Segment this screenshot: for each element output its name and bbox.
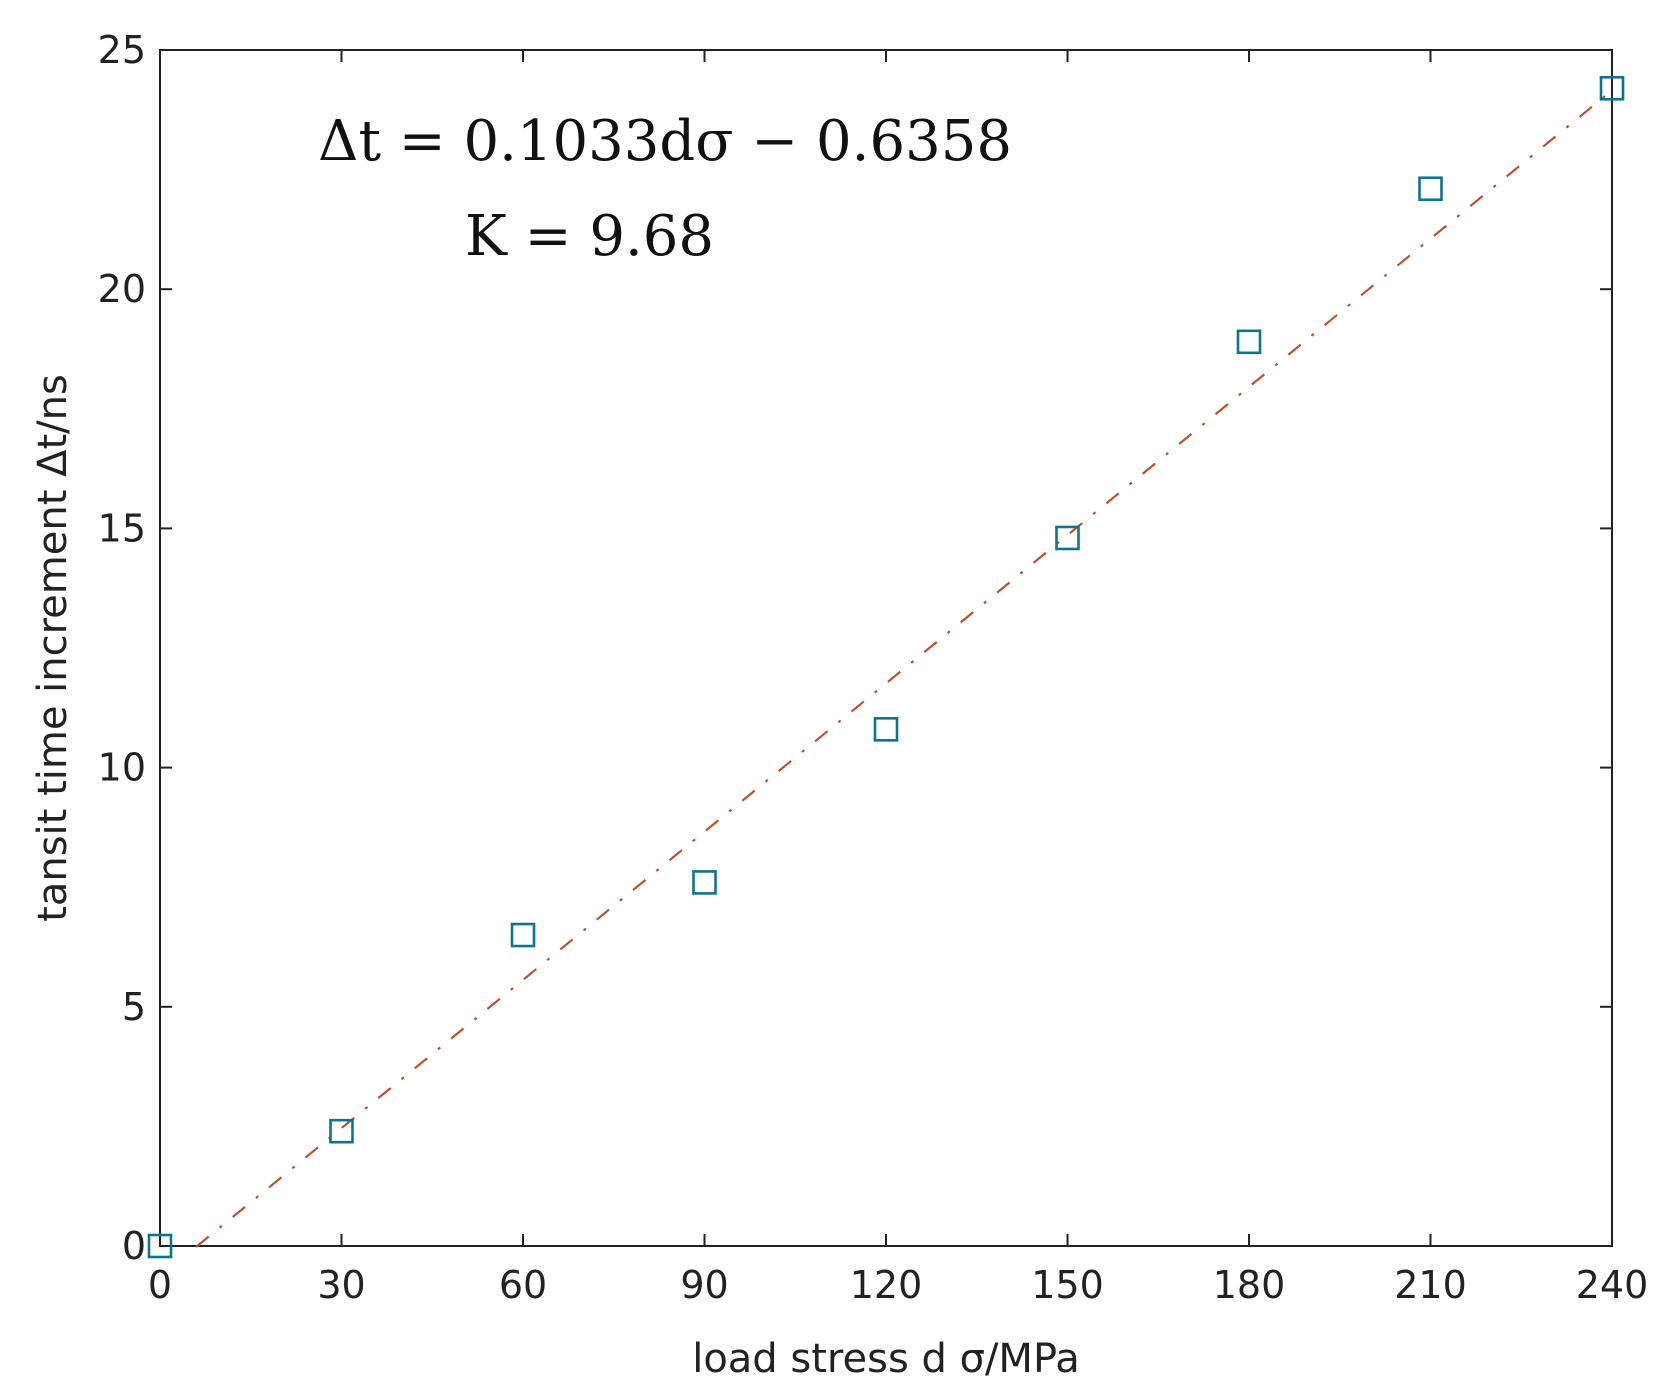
x-axis-label: load stress d σ/MPa — [692, 1336, 1080, 1382]
data-point — [873, 717, 899, 742]
data-point — [510, 922, 536, 948]
x-tick-label: 120 — [850, 1263, 923, 1307]
points-layer — [147, 75, 1625, 1259]
plot-frame — [159, 49, 1613, 1247]
data-point — [147, 1233, 173, 1259]
data-point — [692, 870, 717, 895]
x-tick-label: 150 — [1031, 1263, 1104, 1307]
data-point — [1418, 176, 1443, 202]
y-axis-label: tansit time increment Δt/ns — [30, 374, 76, 922]
x-tick-label: 180 — [1213, 1263, 1286, 1307]
fit-line-layer — [195, 89, 1613, 1248]
annotation-equation: Δt = 0.1033dσ − 0.6358 — [318, 109, 1012, 174]
y-tick-label: 0 — [122, 1224, 146, 1268]
x-tick-label: 60 — [499, 1263, 547, 1307]
y-tick-label: 10 — [98, 746, 146, 790]
x-tick-label: 90 — [680, 1263, 728, 1307]
data-point — [1055, 525, 1080, 551]
x-tick-label: 30 — [317, 1263, 365, 1307]
x-tick-label: 0 — [148, 1263, 172, 1307]
data-point — [1236, 329, 1262, 355]
y-tick-label: 20 — [98, 267, 146, 311]
x-tick-label: 240 — [1576, 1263, 1649, 1307]
ticks-layer: 0 30 60 90 120 150 180 210 240 0 5 10 15 20 25 — [98, 28, 1649, 1307]
annotation-k-value: K = 9.68 — [465, 204, 714, 269]
data-point — [1599, 75, 1625, 101]
x-tick-label: 210 — [1394, 1263, 1467, 1307]
data-point — [329, 1118, 354, 1144]
fit-line — [195, 89, 1613, 1248]
y-tick-label: 25 — [98, 28, 146, 72]
y-tick-label: 15 — [98, 506, 146, 550]
y-tick-label: 5 — [122, 985, 146, 1029]
